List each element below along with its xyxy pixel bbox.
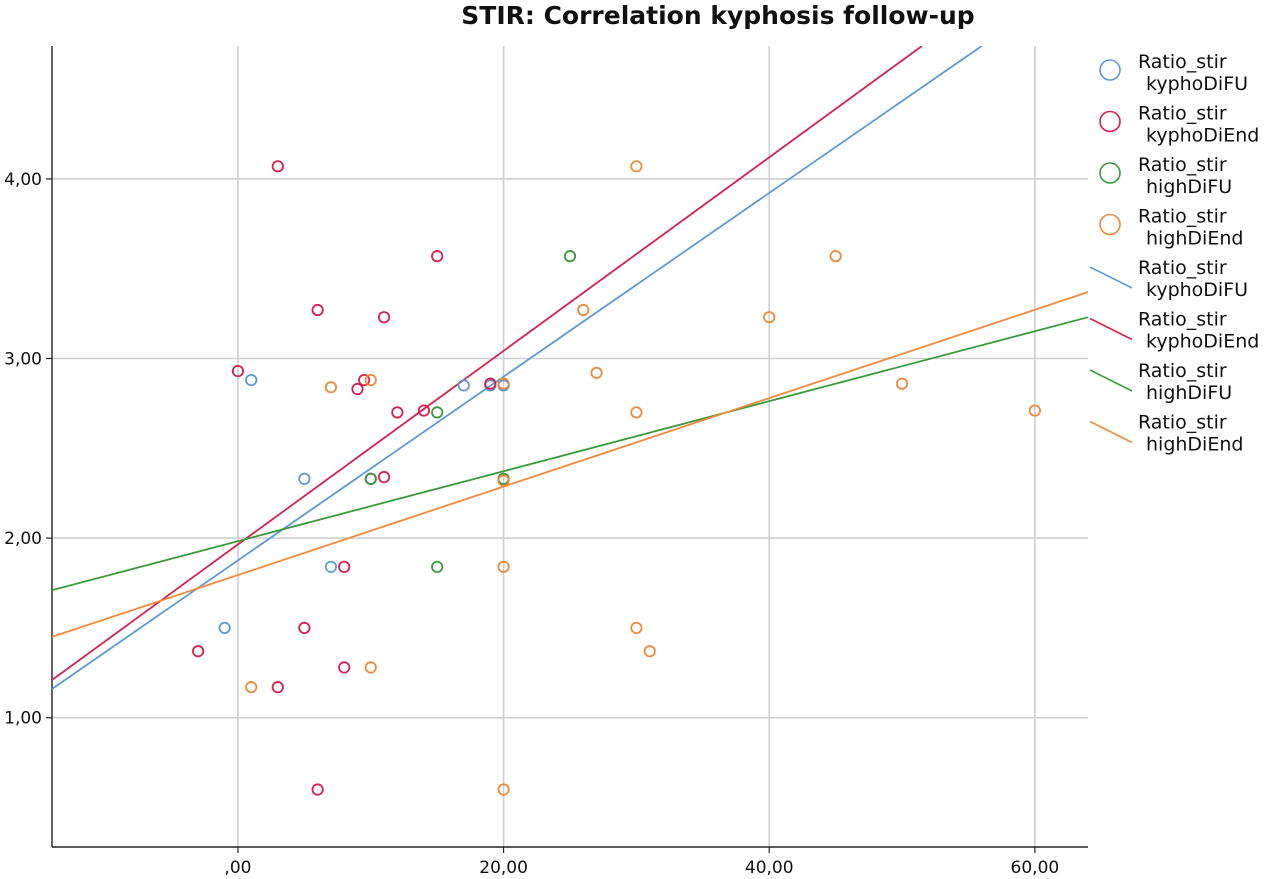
data-point: [377, 311, 391, 324]
data-point: [218, 621, 231, 634]
data-point: [364, 661, 377, 674]
data-point: [358, 373, 371, 387]
fit-line: [52, 316, 1088, 592]
legend-marker-circle: [1099, 59, 1121, 81]
axes: [46, 46, 1088, 853]
data-point: [895, 377, 909, 390]
legend-label: Ratio_stir: [1138, 412, 1227, 434]
x-tick-label: 20,00: [479, 858, 528, 878]
legend-marker-circle: [1099, 162, 1121, 184]
legend-label: kyphoDiEnd: [1146, 331, 1259, 353]
data-point: [643, 645, 656, 658]
legend-label: kyphoDiFU: [1146, 73, 1248, 95]
data-points: [192, 160, 1041, 796]
x-tick-label: ,00: [224, 858, 251, 878]
legend-label: highDiFU: [1146, 176, 1232, 198]
data-point: [364, 472, 377, 485]
data-point: [311, 783, 324, 796]
legend-label: Ratio_stir: [1138, 51, 1227, 73]
data-point: [245, 681, 258, 694]
legend: Ratio_stirkyphoDiFURatio_stirkyphoDiEndR…: [1089, 51, 1259, 456]
data-point: [829, 250, 842, 263]
legend-marker-line: [1089, 420, 1133, 444]
legend-label: Ratio_stir: [1138, 257, 1227, 279]
data-point: [497, 377, 510, 390]
fit-line: [52, 291, 1088, 638]
data-point: [431, 250, 444, 263]
x-tick-label: 40,00: [745, 858, 794, 878]
legend-label: highDiEnd: [1146, 228, 1243, 250]
data-point: [590, 366, 603, 379]
data-point: [431, 406, 444, 419]
data-point: [431, 560, 444, 573]
data-point: [630, 160, 643, 173]
legend-marker-circle: [1099, 110, 1121, 133]
data-point: [417, 404, 430, 417]
x-tick-label: 60,00: [1011, 858, 1060, 878]
legend-label: highDiFU: [1146, 382, 1232, 404]
fit-lines: [52, 46, 1088, 690]
legend-label: Ratio_stir: [1138, 154, 1227, 176]
data-point: [324, 560, 338, 573]
chart-title: STIR: Correlation kyphosis follow-up: [461, 1, 974, 30]
data-point: [271, 160, 284, 173]
data-point: [351, 382, 364, 396]
data-point: [457, 379, 470, 392]
data-point: [231, 364, 245, 378]
legend-label: Ratio_stir: [1138, 309, 1227, 331]
data-point: [497, 783, 510, 796]
data-point: [338, 560, 351, 573]
grid-lines: [52, 46, 1088, 847]
data-point: [577, 303, 590, 317]
y-tick-label: 4,00: [4, 170, 42, 190]
data-point: [311, 303, 324, 317]
data-point: [497, 474, 510, 487]
data-point: [298, 472, 311, 485]
data-point: [245, 373, 258, 387]
data-point: [484, 377, 497, 390]
data-point: [324, 381, 338, 394]
legend-marker-line: [1089, 369, 1133, 392]
fit-line: [52, 46, 983, 690]
data-point: [338, 661, 351, 674]
data-point: [763, 311, 776, 324]
data-point: [391, 406, 404, 419]
tick-labels: ,00 20,00 40,00 60,00 1,00 2,00 3,00 4,00: [4, 170, 1059, 878]
y-tick-label: 1,00: [4, 709, 42, 729]
y-tick-label: 3,00: [4, 349, 42, 369]
data-point: [298, 621, 311, 634]
data-point: [271, 681, 284, 694]
data-point: [630, 621, 643, 634]
legend-marker-line: [1089, 317, 1133, 341]
data-point: [630, 406, 643, 419]
data-point: [1028, 404, 1041, 417]
legend-label: Ratio_stir: [1138, 103, 1227, 125]
legend-label: highDiEnd: [1146, 434, 1243, 456]
data-point: [364, 373, 377, 387]
legend-label: Ratio_stir: [1138, 360, 1227, 382]
data-point: [192, 645, 205, 658]
legend-marker-line: [1089, 266, 1133, 289]
data-point: [563, 250, 577, 263]
legend-marker-circle: [1099, 213, 1121, 236]
legend-label: kyphoDiFU: [1146, 279, 1248, 301]
data-point: [497, 560, 510, 573]
legend-label: Ratio_stir: [1138, 206, 1227, 228]
data-point: [377, 470, 391, 484]
y-tick-label: 2,00: [4, 529, 42, 549]
legend-label: kyphoDiEnd: [1146, 125, 1259, 147]
fit-line: [52, 46, 923, 681]
